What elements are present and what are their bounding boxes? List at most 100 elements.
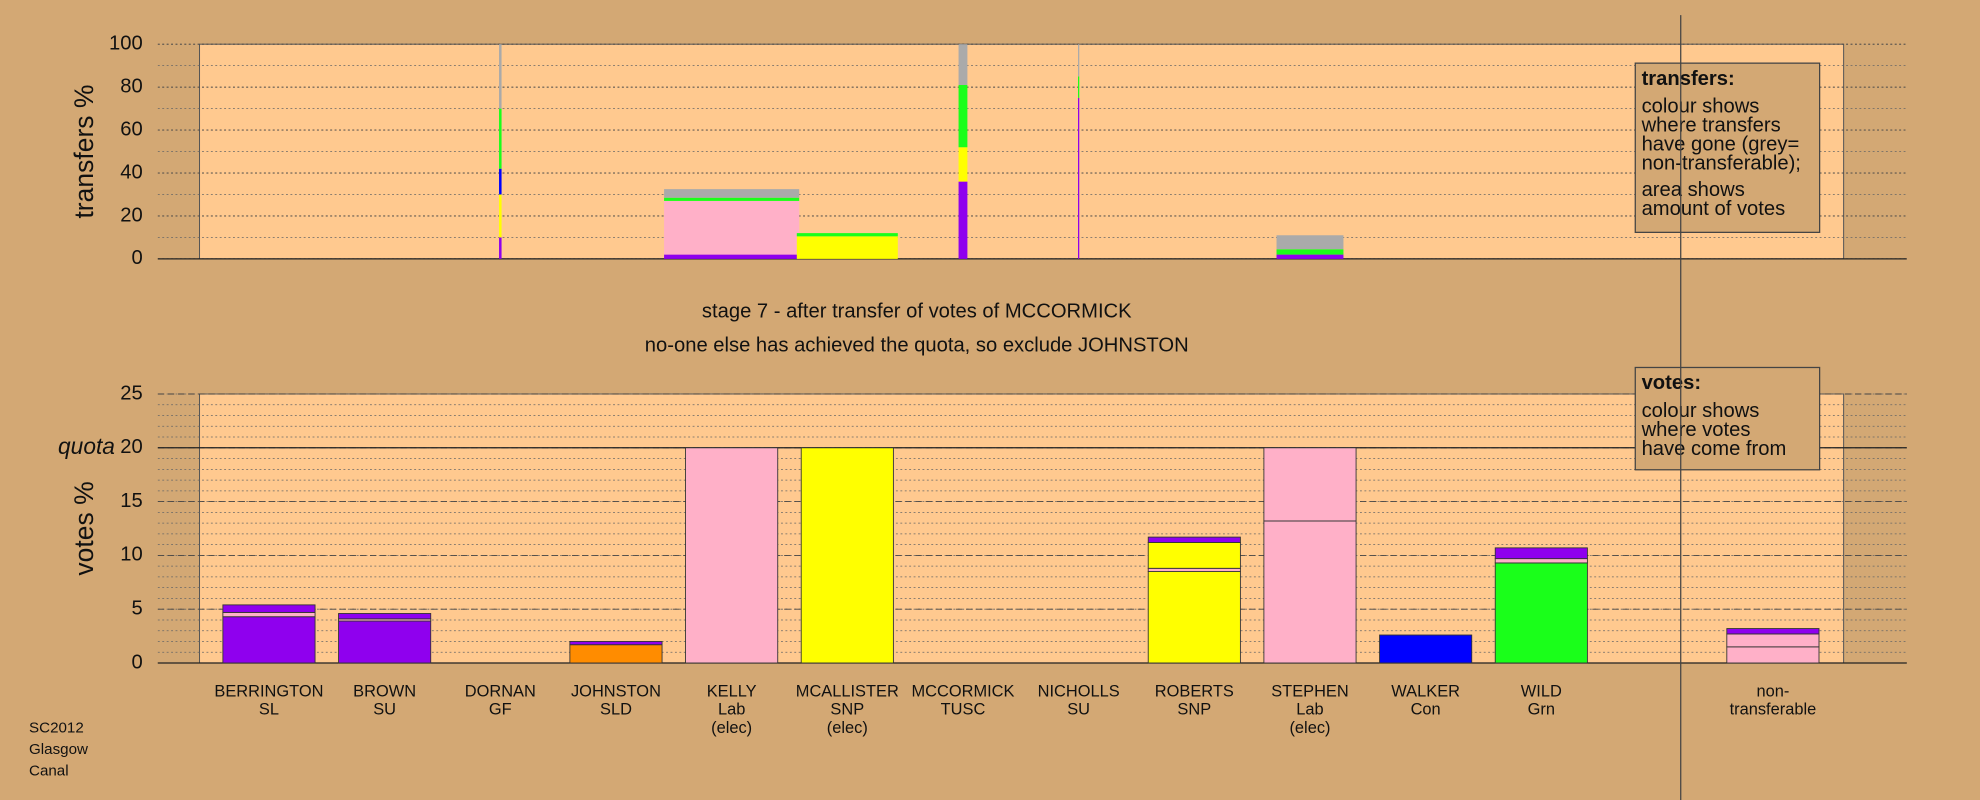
- y-tick-label: 25: [120, 382, 142, 404]
- vote-segment: [1494, 547, 1588, 560]
- x-tick-label: MCALLISTER: [796, 682, 899, 700]
- x-tick-label: STEPHEN: [1271, 682, 1348, 700]
- legend-box: [1634, 366, 1821, 471]
- x-tick-label: SL: [259, 701, 279, 719]
- vote-segment: [800, 447, 894, 664]
- y-tick-label: 0: [131, 247, 142, 269]
- x-tick-label: DORNAN: [465, 682, 536, 700]
- x-tick-label: TUSC: [941, 701, 986, 719]
- footer-text: Glasgow: [29, 741, 88, 758]
- vote-segment: [1147, 567, 1241, 572]
- x-tick-label: SLD: [600, 701, 632, 719]
- x-tick-label: SU: [373, 701, 396, 719]
- legend-text: non-transferable);: [1642, 153, 1801, 175]
- x-tick-label: BERRINGTON: [214, 682, 323, 700]
- legend-title: transfers:: [1642, 68, 1735, 90]
- stage-note: no-one else has achieved the quota, so e…: [645, 334, 1189, 356]
- stage-note: stage 7 - after transfer of votes of MCC…: [702, 300, 1132, 322]
- legend-text: colour shows: [1642, 96, 1760, 118]
- transfer-segment: [664, 189, 800, 198]
- vote-segment: [1494, 558, 1588, 564]
- y-tick-label: 100: [109, 33, 143, 55]
- vote-segment: [1379, 634, 1473, 664]
- x-tick-label: ROBERTS: [1155, 682, 1234, 700]
- y-tick-label: 15: [120, 490, 142, 512]
- vote-segment: [1263, 447, 1357, 522]
- transfer-segment: [958, 84, 968, 148]
- plot-area: [199, 393, 1845, 664]
- vote-segment: [1263, 520, 1357, 664]
- x-tick-label: (elec): [827, 719, 868, 737]
- footer-text: Canal: [29, 763, 69, 780]
- y-tick-label: 80: [120, 75, 142, 97]
- legend-text: have come from: [1642, 438, 1787, 460]
- x-tick-label: JOHNSTON: [571, 682, 661, 700]
- x-tick-label: SNP: [1177, 701, 1211, 719]
- x-tick-label: SNP: [830, 701, 864, 719]
- x-tick-label: KELLY: [707, 682, 757, 700]
- legend-title: votes:: [1642, 372, 1701, 394]
- y-tick-label: 5: [131, 598, 142, 620]
- vote-segment: [222, 611, 316, 618]
- x-tick-label: WILD: [1521, 682, 1562, 700]
- legend-text: colour shows: [1642, 400, 1760, 422]
- x-tick-label: GF: [489, 701, 512, 719]
- transfer-segment: [1078, 44, 1080, 77]
- x-tick-label: transferable: [1730, 701, 1817, 719]
- y-tick-label: 0: [131, 651, 142, 673]
- transfer-segment: [499, 108, 502, 169]
- x-tick-label: SU: [1067, 701, 1090, 719]
- vote-segment: [1147, 542, 1241, 569]
- quota-label: quota: [58, 433, 115, 459]
- y-tick-label: 40: [120, 161, 142, 183]
- y-tick-label: 20: [120, 204, 142, 226]
- transfer-segment: [1078, 97, 1080, 259]
- x-tick-label: (elec): [1289, 719, 1330, 737]
- vote-segment: [1726, 628, 1820, 635]
- x-tick-label: WALKER: [1391, 682, 1460, 700]
- transfer-segment: [958, 181, 968, 259]
- legend-text: amount of votes: [1642, 198, 1786, 220]
- x-tick-label: Lab: [1296, 701, 1323, 719]
- transfer-segment: [1276, 249, 1344, 255]
- x-tick-label: Grn: [1528, 701, 1555, 719]
- vote-segment: [569, 641, 663, 646]
- transfer-segment: [1276, 235, 1344, 250]
- transfer-segment: [664, 200, 800, 255]
- x-tick-label: non-: [1756, 682, 1789, 700]
- transfer-segment: [1078, 76, 1080, 98]
- x-tick-label: BROWN: [353, 682, 416, 700]
- vote-segment: [569, 644, 663, 664]
- x-tick-label: Lab: [718, 701, 745, 719]
- legend-text: where transfers: [1641, 115, 1781, 137]
- transfer-segment: [796, 236, 898, 259]
- transfer-segment: [499, 168, 502, 195]
- transfer-segment: [1276, 254, 1344, 259]
- y-tick-label: 10: [120, 544, 142, 566]
- transfer-segment: [958, 44, 968, 85]
- transfer-segment: [499, 194, 502, 238]
- x-tick-label: (elec): [711, 719, 752, 737]
- legend-text: area shows: [1642, 179, 1745, 201]
- transfer-segment: [958, 147, 968, 182]
- transfer-segment: [664, 197, 800, 201]
- y-tick-label: 20: [120, 436, 142, 458]
- y-tick-label: 60: [120, 118, 142, 140]
- transfer-segment: [499, 44, 502, 109]
- y-axis-label: transfers %: [69, 85, 99, 219]
- x-tick-label: NICHOLLS: [1038, 682, 1120, 700]
- transfer-segment: [664, 254, 800, 259]
- vote-segment: [1147, 571, 1241, 664]
- vote-segment: [1147, 536, 1241, 543]
- y-axis-label: votes %: [69, 481, 99, 575]
- vote-segment: [1726, 633, 1820, 648]
- transfer-segment: [499, 237, 502, 259]
- vote-segment: [338, 613, 432, 620]
- vote-segment: [685, 447, 779, 664]
- vote-segment: [222, 604, 316, 613]
- x-tick-label: MCCORMICK: [911, 682, 1014, 700]
- legend-text: where votes: [1641, 419, 1751, 441]
- footer-text: SC2012: [29, 720, 84, 737]
- vote-segment: [1726, 646, 1820, 664]
